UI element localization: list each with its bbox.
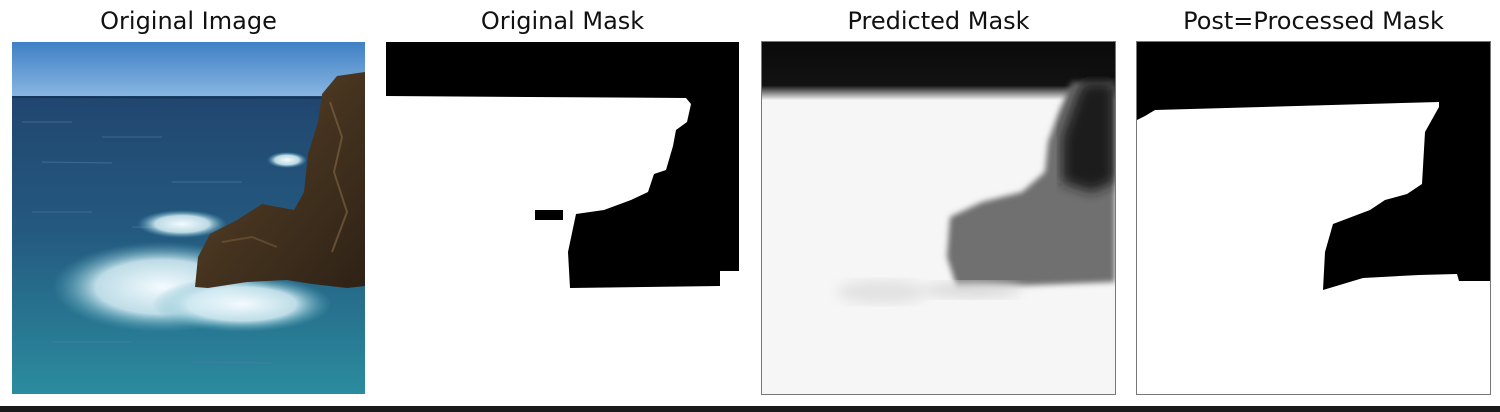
panel-title-post-processed-mask: Post=Processed Mask bbox=[1183, 7, 1444, 35]
panel-title-original-image: Original Image bbox=[100, 7, 277, 35]
panel-title-predicted-mask: Predicted Mask bbox=[847, 7, 1030, 35]
panel-title-original-mask: Original Mask bbox=[480, 7, 645, 35]
figure-bottom-border bbox=[0, 406, 1500, 412]
original-mask bbox=[386, 42, 739, 394]
predicted-mask bbox=[761, 41, 1116, 395]
post-processed-mask bbox=[1136, 41, 1491, 395]
original-image-photo bbox=[12, 42, 365, 394]
